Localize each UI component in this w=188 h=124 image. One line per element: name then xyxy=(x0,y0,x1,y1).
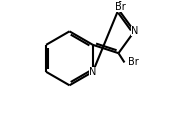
Text: N: N xyxy=(131,26,138,36)
Text: Br: Br xyxy=(127,57,138,67)
Text: Br: Br xyxy=(115,2,126,12)
Text: N: N xyxy=(89,67,96,77)
